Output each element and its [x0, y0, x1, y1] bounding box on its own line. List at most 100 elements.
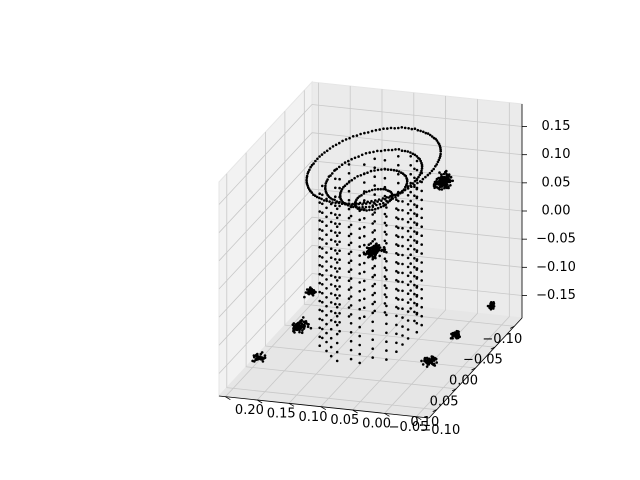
scatter-point [334, 249, 337, 252]
scatter-point [349, 339, 353, 343]
scatter-point [331, 198, 334, 201]
scatter-point [358, 334, 362, 338]
scatter-point [370, 199, 373, 203]
scatter-point [338, 294, 341, 297]
scatter-point [324, 182, 328, 185]
scatter-point [349, 322, 353, 325]
scatter-point [396, 194, 400, 197]
scatter-point [325, 304, 328, 308]
scatter-point [442, 172, 446, 176]
scatter-point [261, 360, 265, 363]
scatter-point [385, 304, 388, 308]
scatter-point [370, 129, 374, 133]
scatter-point [380, 199, 383, 202]
scatter-point [367, 255, 370, 259]
scatter-point [426, 173, 430, 177]
scatter-point [347, 279, 351, 283]
scatter-point [434, 357, 438, 361]
scatter-point [360, 194, 363, 197]
scatter-point [448, 180, 452, 184]
scatter-point [314, 159, 317, 163]
scatter-point [343, 184, 347, 187]
scatter-point [415, 321, 419, 325]
y-tick [225, 396, 231, 401]
scatter-point [406, 265, 410, 269]
scatter-point [415, 304, 419, 307]
scatter-point [333, 198, 336, 202]
scatter-point [368, 208, 371, 212]
scatter-point [338, 321, 341, 324]
scatter-point [420, 189, 424, 193]
grid-line-x [226, 173, 437, 411]
scatter-point [347, 306, 351, 309]
scatter-point [298, 326, 301, 329]
grid-line-z [218, 273, 523, 374]
scatter-point [334, 231, 337, 234]
scatter-point [401, 298, 404, 302]
scatter-point [335, 305, 339, 309]
scatter-point [426, 358, 430, 362]
scatter-point [340, 188, 344, 191]
scatter-point [364, 152, 368, 155]
scatter-point [358, 218, 362, 222]
scatter-point [431, 355, 435, 359]
scatter-point [345, 182, 349, 186]
scatter-point [383, 293, 387, 296]
scatter-point [395, 198, 398, 201]
scatter-point [292, 322, 296, 325]
scatter-point [397, 271, 400, 274]
scatter-point [318, 326, 322, 330]
scatter-point [335, 200, 339, 203]
scatter-point [371, 293, 375, 297]
scatter-point [415, 259, 419, 262]
scatter-point [338, 240, 341, 244]
scatter-point [347, 261, 351, 265]
scatter-point [409, 307, 413, 310]
scatter-point [363, 234, 366, 238]
scatter-point [325, 331, 328, 335]
scatter-point [320, 197, 323, 201]
scatter-point [366, 171, 369, 174]
scatter-point [358, 361, 362, 365]
scatter-point [406, 256, 410, 260]
scatter-point [263, 354, 267, 357]
scatter-point [383, 159, 387, 162]
scatter-point [406, 292, 410, 296]
scatter-point [420, 225, 424, 228]
scatter-point [449, 184, 452, 187]
scatter-point [358, 195, 361, 198]
scatter-point [395, 234, 398, 237]
scatter-point [405, 179, 409, 183]
scatter-point [399, 191, 402, 195]
scatter-point [325, 233, 328, 236]
scatter-point [369, 242, 373, 245]
scatter-point [420, 279, 424, 282]
scatter-point [347, 216, 351, 220]
scatter-point [318, 317, 322, 321]
scatter-point [457, 334, 461, 338]
y-tick-label: 0.05 [330, 413, 359, 428]
scatter-point [338, 200, 341, 204]
scatter-point [325, 251, 328, 254]
scatter-point [411, 152, 415, 156]
scatter-point [356, 207, 360, 210]
scatter-point [401, 289, 404, 293]
scatter-point [385, 313, 388, 317]
scatter-point [321, 291, 324, 295]
scatter-point [378, 202, 382, 206]
scatter-point [325, 199, 329, 203]
scatter-point [373, 291, 377, 295]
scatter-point [426, 132, 430, 135]
scatter-point [349, 295, 353, 298]
grid-line-z [218, 216, 523, 318]
scatter-point [394, 195, 397, 199]
scatter-point [369, 254, 372, 257]
scatter-point [349, 286, 353, 289]
scatter-point [365, 209, 368, 212]
grid-line-z [218, 188, 523, 290]
scatter-point [371, 208, 374, 211]
scatter-point [385, 295, 388, 299]
scatter-point [385, 259, 388, 263]
scatter-point [371, 222, 375, 225]
scatter-point [328, 147, 332, 150]
